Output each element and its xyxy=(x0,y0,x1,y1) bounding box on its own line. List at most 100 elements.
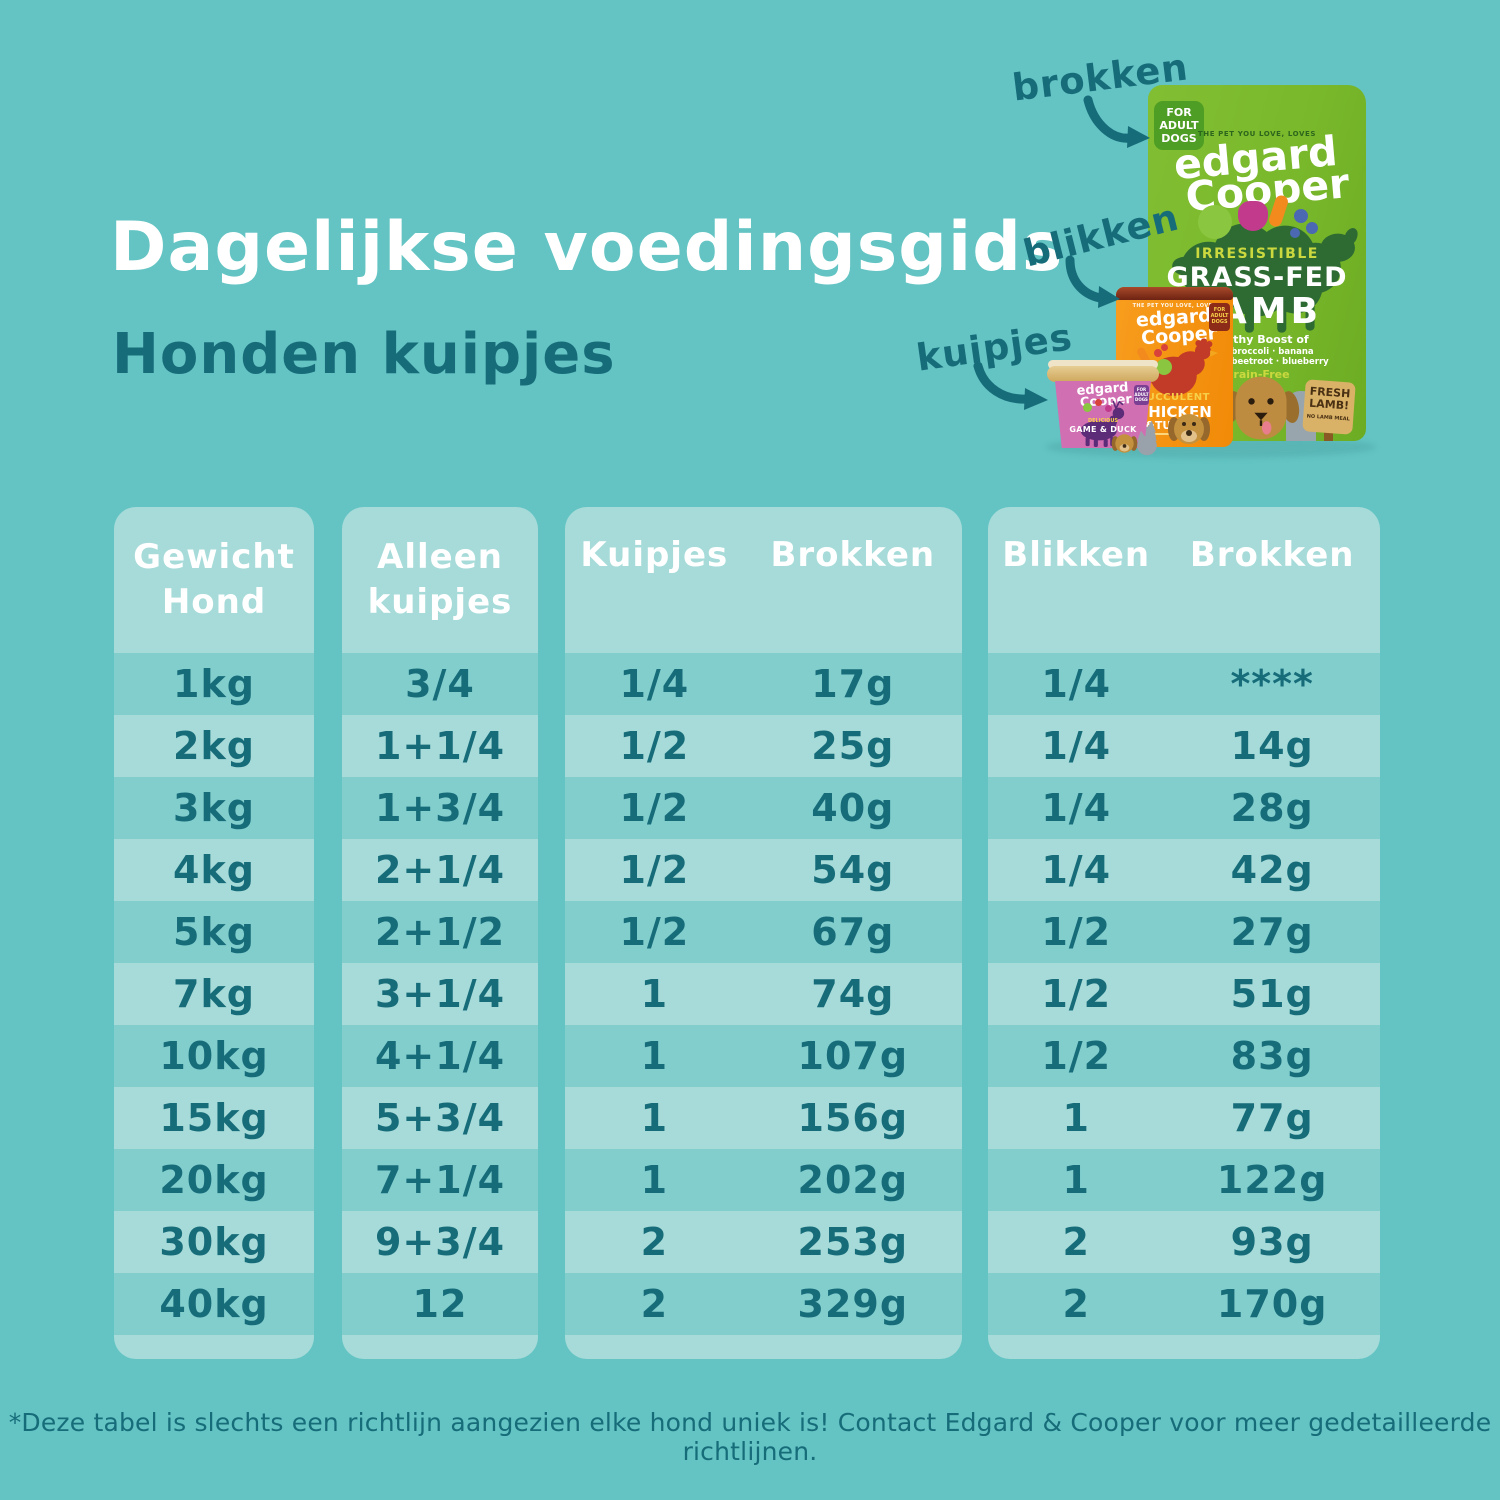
table-row: 2 253g xyxy=(565,1211,962,1273)
panel-tubs-kibble: Kuipjes Brokken 1/4 17g 1/2 25g 1/2 40g 1/2 54g… xyxy=(565,507,962,1359)
table-row: 2+1/2 xyxy=(342,901,538,963)
bag-boost-line1: pear · broccoli · banana xyxy=(1200,347,1314,357)
golden-dog-icon xyxy=(1111,434,1138,453)
tubs-count-cell: 1/2 xyxy=(619,910,690,954)
tubs-only-cell: 2+1/4 xyxy=(374,848,506,892)
cans-count-cell: 1 xyxy=(1062,1096,1090,1140)
blueberry-icon xyxy=(1290,228,1300,238)
header-right: Brokken xyxy=(770,535,936,575)
brown-dog-icon xyxy=(1222,376,1300,440)
tub-rim-top xyxy=(1048,360,1158,369)
header-left: Kuipjes xyxy=(580,535,729,575)
golden-dog-icon xyxy=(1168,414,1210,444)
cans-count-cell: 1/2 xyxy=(1041,1034,1112,1078)
apple-icon xyxy=(1198,205,1232,239)
table-row: 30kg xyxy=(114,1211,314,1273)
tubs-count-cell: 1 xyxy=(640,1034,669,1078)
apple-icon xyxy=(1083,403,1092,412)
weight-cell: 30kg xyxy=(159,1220,269,1264)
tubs-kibble-cell: 74g xyxy=(811,972,895,1016)
cans-count-cell: 2 xyxy=(1062,1220,1090,1264)
cans-count-cell: 1/4 xyxy=(1041,662,1112,706)
page-title: Dagelijkse voedingsgids xyxy=(110,208,1064,287)
tubs-count-cell: 1/4 xyxy=(619,662,690,706)
cans-count-cell: 1/2 xyxy=(1041,910,1112,954)
can-claim: SUCCULENT xyxy=(1138,392,1210,403)
can-adult-dogs-badge: FOR ADULT DOGS xyxy=(1209,303,1230,331)
tub-variety: GAME & DUCK xyxy=(1069,425,1137,434)
tubs-kibble-cell: 25g xyxy=(811,724,895,768)
weight-cell: 1kg xyxy=(173,662,255,706)
bag-boost-line2: spinach · beetroot · blueberry xyxy=(1185,357,1329,367)
panel-rows: 1kg 2kg 3kg 4kg 5kg 7kg 10kg 15kg 20kg 30kg 40kg xyxy=(114,653,314,1335)
table-row: 1+3/4 xyxy=(342,777,538,839)
table-row: 1/2 51g xyxy=(988,963,1380,1025)
tubs-only-cell: 9+3/4 xyxy=(374,1220,506,1264)
table-row: 2kg xyxy=(114,715,314,777)
cans-count-cell: 2 xyxy=(1062,1282,1090,1326)
table-row: 4kg xyxy=(114,839,314,901)
bag-adult-dogs-badge: FOR ADULT DOGS xyxy=(1154,101,1204,150)
table-row: 3kg xyxy=(114,777,314,839)
cans-kibble-cell: 122g xyxy=(1216,1158,1328,1202)
table-row: 2 329g xyxy=(565,1273,962,1335)
table-row: 2 93g xyxy=(988,1211,1380,1273)
tubs-count-cell: 1 xyxy=(640,1096,669,1140)
panel-tubs-kibble-header: Kuipjes Brokken xyxy=(565,507,962,653)
tubs-count-cell: 1 xyxy=(640,1158,669,1202)
weight-cell: 2kg xyxy=(173,724,255,768)
table-row: 12 xyxy=(342,1273,538,1335)
weight-cell: 5kg xyxy=(173,910,255,954)
table-row: 2+1/4 xyxy=(342,839,538,901)
table-row: 1 202g xyxy=(565,1149,962,1211)
sign-line1: FRESH LAMB! xyxy=(1308,384,1351,413)
table-row: 1 156g xyxy=(565,1087,962,1149)
cans-kibble-cell: 42g xyxy=(1230,848,1314,892)
apple-icon xyxy=(1156,359,1172,375)
table-row: 2 170g xyxy=(988,1273,1380,1335)
panel-tubs-only-header: Alleen kuipjes xyxy=(342,507,538,653)
bag-tagline: THE PET YOU LOVE, LOVES xyxy=(1197,130,1317,138)
cans-kibble-cell: 27g xyxy=(1230,910,1314,954)
tub-rim xyxy=(1047,366,1159,382)
tubs-kibble-cell: 17g xyxy=(811,662,895,706)
table-row: 1 107g xyxy=(565,1025,962,1087)
sign-line2: NO LAMB MEAL xyxy=(1306,413,1350,423)
tubs-kibble-cell: 202g xyxy=(797,1158,909,1202)
berry-icon xyxy=(1095,399,1102,406)
panel-rows: 3/4 1+1/4 1+3/4 2+1/4 2+1/2 3+1/4 4+1/4 5+3/4 7+… xyxy=(342,653,538,1335)
blueberry-icon xyxy=(1294,209,1308,223)
tubs-only-cell: 3+1/4 xyxy=(374,972,506,1016)
cans-kibble-cell: 170g xyxy=(1216,1282,1328,1326)
panel-tubs-only: Alleen kuipjes 3/4 1+1/4 1+3/4 2+1/4 2+1/2 3+… xyxy=(342,507,538,1359)
cans-count-cell: 1 xyxy=(1062,1158,1090,1202)
cans-count-cell: 1/4 xyxy=(1041,724,1112,768)
cans-count-cell: 1/4 xyxy=(1041,848,1112,892)
panel-weight: Gewicht Hond 1kg 2kg 3kg 4kg 5kg 7kg 10kg 15kg 2… xyxy=(114,507,314,1359)
table-row: 40kg xyxy=(114,1273,314,1335)
header-line: Hond xyxy=(161,582,267,622)
bag-grain-free: Grain-Free xyxy=(1224,368,1290,381)
tubs-kibble-cell: 107g xyxy=(797,1034,909,1078)
cans-kibble-cell: 93g xyxy=(1230,1220,1314,1264)
table-row: 4+1/4 xyxy=(342,1025,538,1087)
weight-cell: 7kg xyxy=(173,972,255,1016)
panel-footer-cap xyxy=(988,1335,1380,1359)
tubs-kibble-cell: 329g xyxy=(797,1282,909,1326)
panel-weight-header: Gewicht Hond xyxy=(114,507,314,653)
tubs-count-cell: 2 xyxy=(640,1282,669,1326)
weight-cell: 20kg xyxy=(159,1158,269,1202)
panel-rows: 1/4 17g 1/2 25g 1/2 40g 1/2 54g 1/2 67g 1 74g 1 107g 1… xyxy=(565,653,962,1335)
header-line: kuipjes xyxy=(367,582,513,622)
tubs-only-cell: 2+1/2 xyxy=(374,910,506,954)
table-row: 1/4 14g xyxy=(988,715,1380,777)
table-row: 1 74g xyxy=(565,963,962,1025)
tubs-kibble-cell: 54g xyxy=(811,848,895,892)
weight-cell: 40kg xyxy=(159,1282,269,1326)
sheep-silhouette-icon xyxy=(1172,223,1358,333)
table-row: 5+3/4 xyxy=(342,1087,538,1149)
header-line: Gewicht xyxy=(133,537,295,577)
beet-icon xyxy=(1105,405,1112,412)
tubs-count-cell: 1/2 xyxy=(619,724,690,768)
panel-cans-kibble-header: Blikken Brokken xyxy=(988,507,1380,653)
